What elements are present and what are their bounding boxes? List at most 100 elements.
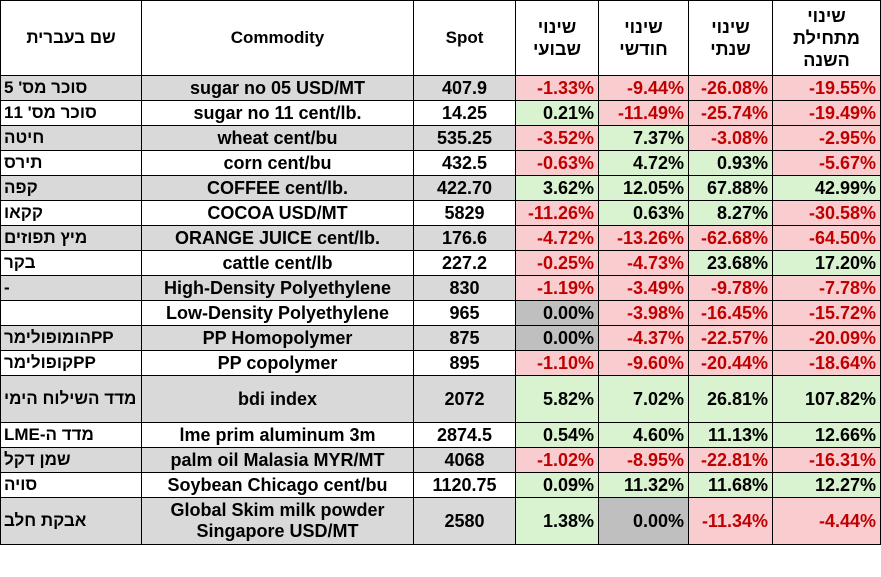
header-hebrew-name: שם בעברית bbox=[0, 0, 142, 76]
cell-commodity: PP Homopolymer bbox=[141, 325, 414, 351]
cell-spot: 4068 bbox=[413, 447, 516, 473]
cell-weekly-change: 0.54% bbox=[515, 422, 599, 448]
cell-yearly-change: -26.08% bbox=[688, 75, 773, 101]
cell-yearly-change: 26.81% bbox=[688, 375, 773, 423]
cell-ytd-change: -19.49% bbox=[772, 100, 881, 126]
cell-hebrew-name: קקאו bbox=[0, 200, 142, 226]
cell-hebrew-name: שמן דקל bbox=[0, 447, 142, 473]
cell-ytd-change: -4.44% bbox=[772, 497, 881, 545]
cell-spot: 5829 bbox=[413, 200, 516, 226]
cell-spot: 227.2 bbox=[413, 250, 516, 276]
cell-hebrew-name: תירס bbox=[0, 150, 142, 176]
table-row: קקאו COCOA USD/MT 5829 -11.26% 0.63% 8.27% -30… bbox=[0, 200, 881, 226]
cell-weekly-change: 0.00% bbox=[515, 300, 599, 326]
cell-spot: 422.70 bbox=[413, 175, 516, 201]
table-row: קפה COFFEE cent/lb. 422.70 3.62% 12.05% 67.88… bbox=[0, 175, 881, 201]
cell-monthly-change: -4.73% bbox=[598, 250, 689, 276]
cell-commodity: COFFEE cent/lb. bbox=[141, 175, 414, 201]
cell-yearly-change: 8.27% bbox=[688, 200, 773, 226]
cell-ytd-change: 42.99% bbox=[772, 175, 881, 201]
cell-weekly-change: 0.21% bbox=[515, 100, 599, 126]
table-row: סויה Soybean Chicago cent/bu 1120.75 0.09% 1… bbox=[0, 472, 881, 498]
cell-hebrew-name: מדד השילוח הימי bbox=[0, 375, 142, 423]
cell-weekly-change: 0.00% bbox=[515, 325, 599, 351]
table-row: מיץ תפוזים ORANGE JUICE cent/lb. 176.6 -4.7… bbox=[0, 225, 881, 251]
cell-monthly-change: -9.60% bbox=[598, 350, 689, 376]
cell-monthly-change: 4.72% bbox=[598, 150, 689, 176]
cell-weekly-change: 3.62% bbox=[515, 175, 599, 201]
cell-yearly-change: -22.81% bbox=[688, 447, 773, 473]
cell-commodity: PP copolymer bbox=[141, 350, 414, 376]
cell-hebrew-name: מדד ה-LME bbox=[0, 422, 142, 448]
cell-weekly-change: -1.02% bbox=[515, 447, 599, 473]
header-weekly-change: שינוי שבועי bbox=[515, 0, 599, 76]
cell-yearly-change: -3.08% bbox=[688, 125, 773, 151]
cell-spot: 432.5 bbox=[413, 150, 516, 176]
cell-yearly-change: 0.93% bbox=[688, 150, 773, 176]
cell-ytd-change: -16.31% bbox=[772, 447, 881, 473]
cell-hebrew-name: סוכר מס' 5 bbox=[0, 75, 142, 101]
cell-weekly-change: -4.72% bbox=[515, 225, 599, 251]
cell-ytd-change: -2.95% bbox=[772, 125, 881, 151]
cell-commodity: sugar no 05 USD/MT bbox=[141, 75, 414, 101]
table-row: שמן דקל palm oil Malasia MYR/MT 4068 -1.02%… bbox=[0, 447, 881, 473]
cell-commodity: palm oil Malasia MYR/MT bbox=[141, 447, 414, 473]
table-row: מדד ה-LME lme prim aluminum 3m 2874.5 0.54%… bbox=[0, 422, 881, 448]
cell-yearly-change: 67.88% bbox=[688, 175, 773, 201]
cell-commodity: Global Skim milk powder Singapore USD/MT bbox=[141, 497, 414, 545]
cell-commodity: corn cent/bu bbox=[141, 150, 414, 176]
cell-hebrew-name: סוכר מס' 11 bbox=[0, 100, 142, 126]
table-body: סוכר מס' 5 sugar no 05 USD/MT 407.9 -1.33% -… bbox=[0, 75, 881, 545]
cell-hebrew-name: PPקופולימר bbox=[0, 350, 142, 376]
cell-spot: 895 bbox=[413, 350, 516, 376]
cell-monthly-change: -9.44% bbox=[598, 75, 689, 101]
cell-ytd-change: -64.50% bbox=[772, 225, 881, 251]
cell-monthly-change: -8.95% bbox=[598, 447, 689, 473]
cell-yearly-change: 11.13% bbox=[688, 422, 773, 448]
cell-spot: 2072 bbox=[413, 375, 516, 423]
cell-monthly-change: -4.37% bbox=[598, 325, 689, 351]
cell-commodity: High-Density Polyethylene bbox=[141, 275, 414, 301]
cell-weekly-change: 1.38% bbox=[515, 497, 599, 545]
cell-ytd-change: -20.09% bbox=[772, 325, 881, 351]
table-row: סוכר מס' 5 sugar no 05 USD/MT 407.9 -1.33% -… bbox=[0, 75, 881, 101]
table-row: אבקת חלב Global Skim milk powder Singapor… bbox=[0, 497, 881, 545]
table-row: תירס corn cent/bu 432.5 -0.63% 4.72% 0.93% -5.… bbox=[0, 150, 881, 176]
table-row: PPקופולימר PP copolymer 895 -1.10% -9.60% -20… bbox=[0, 350, 881, 376]
cell-yearly-change: -62.68% bbox=[688, 225, 773, 251]
cell-ytd-change: 107.82% bbox=[772, 375, 881, 423]
cell-yearly-change: -25.74% bbox=[688, 100, 773, 126]
cell-commodity: wheat cent/bu bbox=[141, 125, 414, 151]
cell-hebrew-name: חיטה bbox=[0, 125, 142, 151]
commodities-table: שם בעברית Commodity Spot שינוי שבועי שינ… bbox=[0, 0, 881, 545]
cell-yearly-change: -20.44% bbox=[688, 350, 773, 376]
table-row: סוכר מס' 11 sugar no 11 cent/lb. 14.25 0.21… bbox=[0, 100, 881, 126]
header-row: שם בעברית Commodity Spot שינוי שבועי שינ… bbox=[0, 0, 881, 76]
cell-hebrew-name: אבקת חלב bbox=[0, 497, 142, 545]
cell-monthly-change: -11.49% bbox=[598, 100, 689, 126]
cell-spot: 14.25 bbox=[413, 100, 516, 126]
table-row: PPהומופולימר PP Homopolymer 875 0.00% -4.37%… bbox=[0, 325, 881, 351]
cell-monthly-change: -3.98% bbox=[598, 300, 689, 326]
cell-yearly-change: -16.45% bbox=[688, 300, 773, 326]
cell-ytd-change: -30.58% bbox=[772, 200, 881, 226]
cell-spot: 1120.75 bbox=[413, 472, 516, 498]
cell-spot: 176.6 bbox=[413, 225, 516, 251]
cell-ytd-change: 12.27% bbox=[772, 472, 881, 498]
cell-commodity: Low-Density Polyethylene bbox=[141, 300, 414, 326]
cell-weekly-change: -11.26% bbox=[515, 200, 599, 226]
cell-yearly-change: 11.68% bbox=[688, 472, 773, 498]
cell-weekly-change: -3.52% bbox=[515, 125, 599, 151]
cell-commodity: lme prim aluminum 3m bbox=[141, 422, 414, 448]
cell-weekly-change: -0.63% bbox=[515, 150, 599, 176]
cell-commodity: Soybean Chicago cent/bu bbox=[141, 472, 414, 498]
cell-weekly-change: -1.19% bbox=[515, 275, 599, 301]
cell-monthly-change: 12.05% bbox=[598, 175, 689, 201]
cell-yearly-change: -11.34% bbox=[688, 497, 773, 545]
header-yearly-change: שינוי שנתי bbox=[688, 0, 773, 76]
cell-ytd-change: -19.55% bbox=[772, 75, 881, 101]
header-ytd-change: שינוי מתחילת השנה bbox=[772, 0, 881, 76]
cell-monthly-change: 7.02% bbox=[598, 375, 689, 423]
cell-ytd-change: -18.64% bbox=[772, 350, 881, 376]
table-row: Low-Density Polyethylene 965 0.00% -3.98% -1… bbox=[0, 300, 881, 326]
